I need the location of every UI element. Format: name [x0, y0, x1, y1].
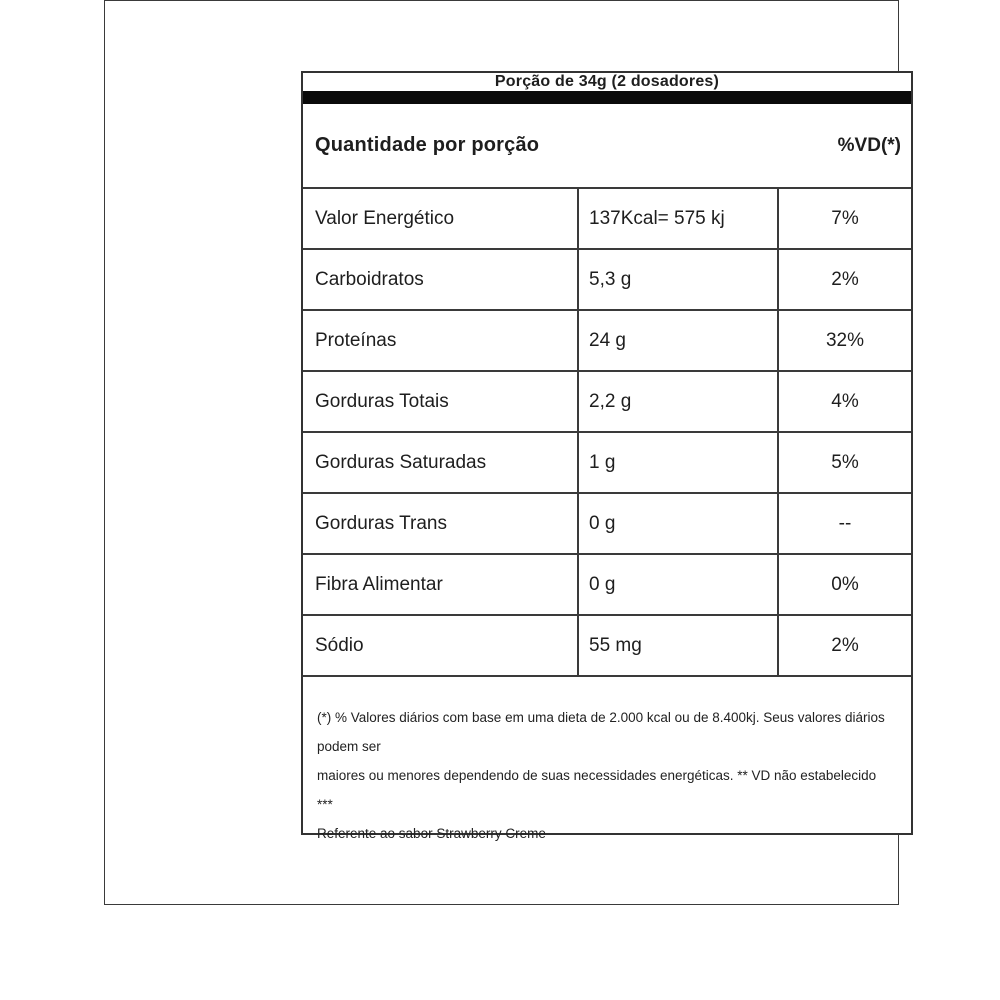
nutrition-facts-table: Porção de 34g (2 dosadores) Quantidade p… — [301, 71, 913, 841]
table-row-saturated-fat: Gorduras Saturadas 1 g 5% — [303, 433, 911, 494]
serving-size-text: Porção de 34g (2 dosadores) — [494, 73, 720, 90]
nutrient-value: 55 mg — [579, 616, 779, 675]
nutrient-value: 1 g — [579, 433, 779, 492]
nutrient-daily-value: 5% — [831, 451, 859, 473]
table-row-carbs: Carboidratos 5,3 g 2% — [303, 250, 911, 311]
nutrient-label: Proteínas — [303, 311, 579, 370]
nutrient-daily-value: 2% — [831, 268, 859, 290]
daily-value-header: %VD(*) — [837, 134, 901, 156]
nutrient-value: 0 g — [579, 494, 779, 553]
table-row-total-fat: Gorduras Totais 2,2 g 4% — [303, 372, 911, 433]
footnote-line-1: (*) % Valores diários com base em uma di… — [317, 710, 885, 754]
nutrient-label: Carboidratos — [303, 250, 579, 309]
nutrient-daily-value: 4% — [831, 390, 859, 412]
nutrient-label: Gorduras Saturadas — [303, 433, 579, 492]
nutrient-value: 2,2 g — [579, 372, 779, 431]
nutrient-label: Fibra Alimentar — [303, 555, 579, 614]
table-row-protein: Proteínas 24 g 32% — [303, 311, 911, 372]
table-row-trans-fat: Gorduras Trans 0 g -- — [303, 494, 911, 555]
nutrient-daily-value: 32% — [825, 329, 865, 351]
nutrient-value: 137Kcal= 575 kj — [579, 189, 779, 248]
footnote-line-2: maiores ou menores dependendo de suas ne… — [317, 768, 877, 812]
nutrient-value: 24 g — [579, 311, 779, 370]
nutrient-daily-value: -- — [838, 512, 852, 534]
column-header-row: Quantidade por porção %VD(*) — [303, 104, 911, 189]
nutrient-daily-value: 7% — [831, 207, 859, 229]
header-separator-bar — [303, 91, 911, 104]
nutrient-value: 0 g — [579, 555, 779, 614]
nutrient-label: Gorduras Totais — [303, 372, 579, 431]
nutrient-daily-value: 0% — [831, 573, 859, 595]
table-row-energy: Valor Energético 137Kcal= 575 kj 7% — [303, 189, 911, 250]
label-page-frame: Porção de 34g (2 dosadores) Quantidade p… — [104, 0, 913, 905]
nutrient-label: Sódio — [303, 616, 579, 675]
nutrient-daily-value: 2% — [831, 634, 859, 656]
nutrient-label: Valor Energético — [303, 189, 579, 248]
footnote: (*) % Valores diários com base em uma di… — [303, 677, 911, 848]
serving-size-header: Porção de 34g (2 dosadores) — [303, 73, 911, 91]
table-row-sodium: Sódio 55 mg 2% — [303, 616, 911, 677]
nutrient-value: 5,3 g — [579, 250, 779, 309]
nutrient-label: Gorduras Trans — [303, 494, 579, 553]
amount-per-serving-header: Quantidade por porção — [315, 134, 540, 156]
footnote-line-3: Referente ao sabor Strawberry Creme — [317, 826, 546, 841]
table-row-fiber: Fibra Alimentar 0 g 0% — [303, 555, 911, 616]
